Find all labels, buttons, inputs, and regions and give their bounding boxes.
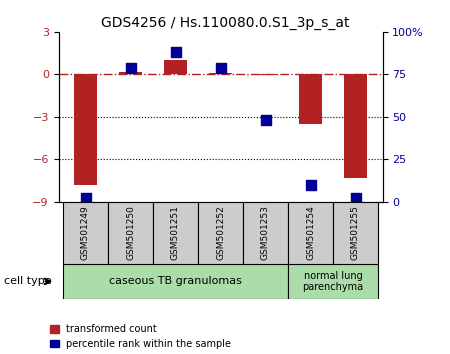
Point: [217, 65, 224, 70]
Text: normal lung
parenchyma: normal lung parenchyma: [302, 270, 364, 292]
Text: cell type: cell type: [4, 276, 52, 286]
Text: GSM501255: GSM501255: [351, 205, 360, 260]
Text: GSM501253: GSM501253: [261, 205, 270, 260]
Bar: [209, 73, 232, 74]
Bar: [198, 202, 243, 264]
Bar: [254, 74, 277, 75]
Bar: [74, 74, 97, 185]
Bar: [153, 202, 198, 264]
Bar: [288, 264, 378, 299]
Bar: [333, 202, 378, 264]
Bar: [344, 74, 367, 178]
Bar: [108, 202, 153, 264]
Text: GSM501252: GSM501252: [216, 205, 225, 260]
Text: GSM501254: GSM501254: [306, 205, 315, 260]
Point: [127, 65, 134, 70]
Bar: [119, 72, 142, 74]
Point: [172, 50, 179, 55]
Bar: [299, 74, 322, 124]
Point: [82, 195, 89, 201]
Text: caseous TB granulomas: caseous TB granulomas: [109, 276, 242, 286]
Point: [352, 195, 359, 201]
Legend: transformed count, percentile rank within the sample: transformed count, percentile rank withi…: [50, 324, 231, 349]
Bar: [63, 202, 108, 264]
Text: GSM501250: GSM501250: [126, 205, 135, 260]
Bar: [63, 264, 288, 299]
Text: GSM501251: GSM501251: [171, 205, 180, 260]
Bar: [288, 202, 333, 264]
Text: GDS4256 / Hs.110080.0.S1_3p_s_at: GDS4256 / Hs.110080.0.S1_3p_s_at: [101, 16, 349, 30]
Bar: [243, 202, 288, 264]
Point: [307, 182, 314, 188]
Point: [262, 118, 269, 123]
Bar: [164, 60, 187, 74]
Text: GSM501249: GSM501249: [81, 205, 90, 260]
